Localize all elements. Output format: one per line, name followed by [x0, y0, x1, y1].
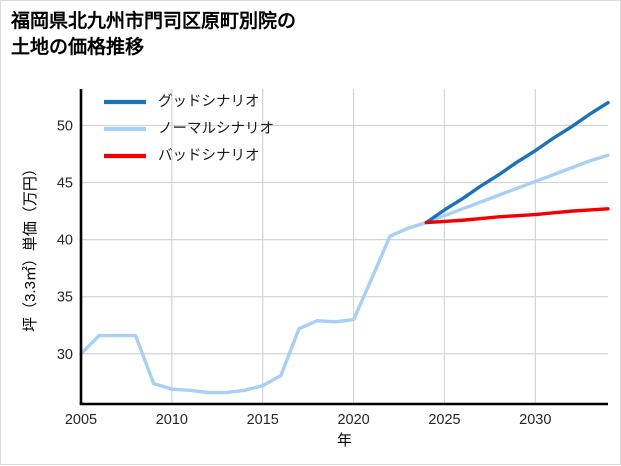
- legend-label: ノーマルシナリオ: [158, 121, 274, 137]
- x-axis-title: 年: [337, 432, 352, 449]
- series-line: [79, 153, 610, 395]
- x-tick-label: 2015: [247, 412, 279, 428]
- x-tick-label: 2010: [156, 412, 188, 428]
- series-line: [424, 207, 610, 225]
- legend-label: バッドシナリオ: [158, 148, 260, 164]
- series-line: [424, 100, 610, 225]
- x-tick-label: 2020: [337, 412, 369, 428]
- y-axis-title: 坪（3.3㎡）単価（万円）: [22, 161, 39, 332]
- y-tick-label: 30: [57, 347, 73, 363]
- y-tick-label: 40: [57, 233, 73, 249]
- x-tick-label: 2005: [65, 412, 97, 428]
- y-tick-label: 35: [57, 290, 73, 306]
- legend-label: グッドシナリオ: [158, 93, 260, 110]
- axis-lines: [79, 89, 608, 406]
- x-tick-label: 2030: [519, 412, 551, 428]
- axis-titles: 年 坪（3.3㎡）単価（万円）: [22, 161, 352, 449]
- page-title: 福岡県北九州市門司区原町別院の 土地の価格推移: [11, 11, 297, 59]
- x-tick-label: 2025: [428, 412, 460, 428]
- y-tick-label: 50: [57, 119, 73, 135]
- gridlines: [80, 89, 608, 404]
- tick-labels: 30 35 40 45 50 2005 2010 2015 2020 2025 2030: [57, 119, 552, 428]
- series-lines: [79, 100, 610, 395]
- y-tick-label: 45: [57, 176, 73, 192]
